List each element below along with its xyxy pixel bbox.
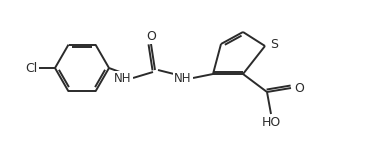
Text: NH: NH xyxy=(114,72,132,85)
Text: O: O xyxy=(146,30,156,42)
Text: HO: HO xyxy=(261,115,280,128)
Text: Cl: Cl xyxy=(25,61,37,74)
Text: O: O xyxy=(294,82,304,94)
Text: S: S xyxy=(270,38,278,52)
Text: NH: NH xyxy=(174,72,192,85)
